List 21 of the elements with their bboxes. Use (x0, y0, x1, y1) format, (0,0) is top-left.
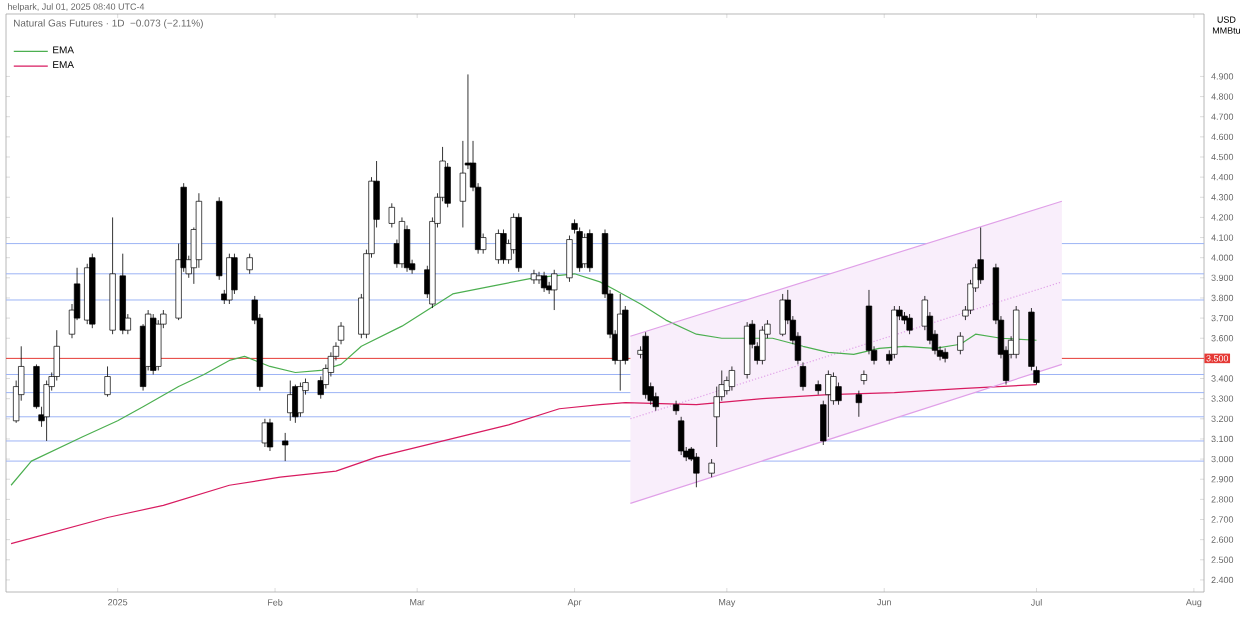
candlestick (977, 227, 984, 285)
candlestick (708, 458, 715, 478)
candlestick (246, 253, 253, 275)
candlestick (266, 418, 274, 452)
candlestick (297, 382, 304, 418)
candlestick (672, 400, 680, 416)
candlestick (860, 370, 868, 385)
candlestick (231, 253, 238, 295)
candlestick (957, 331, 964, 355)
candlestick (941, 347, 949, 363)
candlestick (1013, 305, 1020, 359)
candlestick (388, 202, 395, 228)
candlestick (693, 452, 700, 488)
candlestick (855, 390, 862, 418)
candlestick (104, 366, 111, 398)
candlestick (728, 366, 736, 391)
candlestick (282, 432, 289, 462)
candlestick (261, 418, 269, 448)
candlestick (530, 269, 538, 285)
candlestick (835, 382, 842, 406)
candlestick (403, 225, 411, 273)
